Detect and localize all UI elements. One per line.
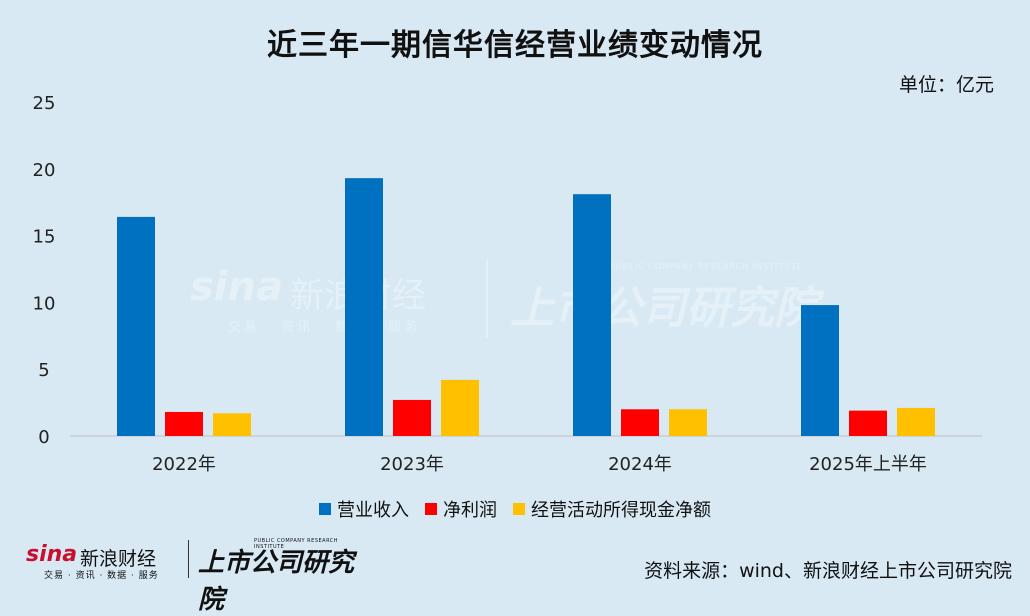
bar-revenue bbox=[345, 178, 383, 437]
bar-cash-flow bbox=[213, 413, 251, 436]
bar-net-profit bbox=[393, 399, 431, 436]
bar-revenue bbox=[117, 216, 155, 436]
legend-swatch-net-profit bbox=[425, 503, 437, 515]
y-tick-label: 20 bbox=[33, 160, 56, 181]
legend-swatch-cash-flow bbox=[513, 503, 525, 515]
y-tick-label: 25 bbox=[33, 93, 56, 114]
legend-label-net-profit: 净利润 bbox=[443, 500, 497, 521]
y-tick-label: 0 bbox=[38, 427, 49, 448]
footer-logo: sina 新浪财经 交易 · 资讯 · 数据 · 服务 PUBLIC COMPA… bbox=[26, 536, 366, 615]
y-tick-label: 15 bbox=[33, 227, 56, 248]
legend: 营业收入 净利润 经营活动所得现金净额 bbox=[0, 496, 1030, 522]
footer-brand: sina bbox=[26, 542, 78, 567]
x-tick-label: 2023年 bbox=[380, 454, 444, 475]
bar-cash-flow bbox=[669, 409, 707, 436]
footer-institute-en: PUBLIC COMPANY RESEARCH INSTITUTE bbox=[254, 538, 339, 550]
y-tick-label: 10 bbox=[33, 293, 56, 314]
legend-label-revenue: 营业收入 bbox=[337, 500, 409, 521]
legend-item-cash-flow: 经营活动所得现金净额 bbox=[513, 496, 711, 522]
bar-cash-flow bbox=[897, 407, 935, 436]
bar-cash-flow bbox=[441, 379, 479, 436]
footer-institute: 上市公司研究院 bbox=[198, 548, 355, 615]
chart-title: 近三年一期信华信经营业绩变动情况 bbox=[267, 28, 763, 63]
legend-item-net-profit: 净利润 bbox=[425, 496, 497, 522]
footer-brand-cn: 新浪财经 bbox=[80, 548, 157, 570]
legend-label-cash-flow: 经营活动所得现金净额 bbox=[531, 500, 711, 521]
bar-net-profit bbox=[621, 409, 659, 436]
bar-revenue bbox=[573, 194, 611, 436]
footer-brand-sub: 交易 · 资讯 · 数据 · 服务 bbox=[44, 571, 159, 581]
x-tick-label: 2025年上半年 bbox=[809, 454, 927, 475]
unit-label: 单位：亿元 bbox=[898, 74, 994, 96]
bar-net-profit bbox=[165, 411, 203, 436]
bar-revenue bbox=[801, 305, 839, 436]
legend-item-revenue: 营业收入 bbox=[319, 496, 409, 522]
x-tick-label: 2024年 bbox=[608, 454, 672, 475]
bar-chart: 0 5 10 15 20 25 2022年 2023年 2024年 2025年上半年 bbox=[33, 93, 982, 475]
bar-net-profit bbox=[849, 410, 887, 436]
footer-divider bbox=[188, 540, 189, 578]
source-note: 资料来源：wind、新浪财经上市公司研究院 bbox=[644, 560, 1012, 582]
x-tick-label: 2022年 bbox=[152, 454, 216, 475]
y-tick-label: 5 bbox=[38, 360, 49, 381]
legend-swatch-revenue bbox=[319, 503, 331, 515]
